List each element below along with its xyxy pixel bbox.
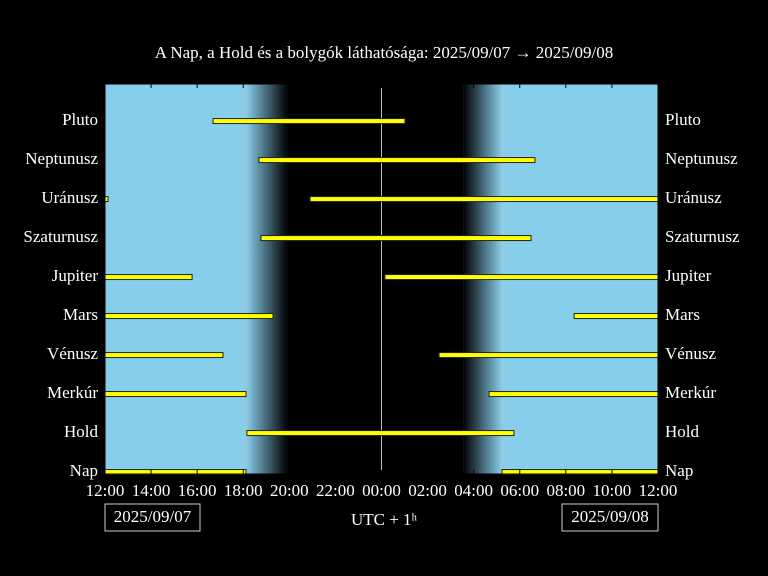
x-tick-label: 06:00 [500, 481, 539, 500]
visibility-bar [212, 118, 406, 125]
visibility-bar [104, 313, 274, 320]
x-tick-label: 22:00 [316, 481, 355, 500]
x-tick-label: 00:00 [362, 481, 401, 500]
visibility-bar [104, 352, 224, 359]
visibility-bar [258, 157, 536, 164]
x-tick-label: 02:00 [408, 481, 447, 500]
y-label-left: Mars [63, 305, 98, 324]
y-label-left: Nap [70, 461, 98, 480]
start-date: 2025/09/07 [114, 507, 192, 526]
date-box [104, 503, 201, 532]
y-label-left: Uránusz [41, 188, 98, 207]
y-label-right: Nap [665, 461, 693, 480]
y-label-right: Jupiter [665, 266, 712, 285]
y-label-right: Szaturnusz [665, 227, 740, 246]
visibility-bar [384, 274, 659, 281]
y-label-left: Neptunusz [25, 149, 98, 168]
y-label-right: Pluto [665, 110, 701, 129]
visibility-bar [438, 352, 659, 359]
y-label-right: Merkúr [665, 383, 716, 402]
x-tick-label: 04:00 [454, 481, 493, 500]
y-label-left: Jupiter [52, 266, 99, 285]
y-label-right: Mars [665, 305, 700, 324]
y-label-left: Pluto [62, 110, 98, 129]
x-tick-label: 10:00 [593, 481, 632, 500]
y-label-right: Hold [665, 422, 700, 441]
x-tick-label: 14:00 [132, 481, 171, 500]
date-box [561, 503, 659, 532]
end-date: 2025/09/08 [571, 507, 648, 526]
visibility-bar [260, 235, 532, 242]
x-axis-label: UTC + 1ʰ [351, 510, 418, 529]
y-label-left: Merkúr [47, 383, 98, 402]
x-tick-label: 16:00 [178, 481, 217, 500]
x-tick-label: 12:00 [639, 481, 678, 500]
chart-title: A Nap, a Hold és a bolygók láthatósága: … [155, 43, 613, 62]
y-label-right: Neptunusz [665, 149, 738, 168]
visibility-bar [104, 391, 247, 398]
visibility-bar [488, 391, 659, 398]
y-label-right: Uránusz [665, 188, 722, 207]
visibility-bar [246, 430, 515, 437]
dusk [246, 84, 288, 474]
x-tick-label: 20:00 [270, 481, 309, 500]
x-tick-label: 12:00 [86, 481, 125, 500]
visibility-bar [573, 313, 659, 320]
y-label-left: Vénusz [47, 344, 98, 363]
y-label-right: Vénusz [665, 344, 716, 363]
y-label-left: Szaturnusz [23, 227, 98, 246]
x-tick-label: 08:00 [546, 481, 585, 500]
x-tick-label: 18:00 [224, 481, 263, 500]
y-label-left: Hold [64, 422, 99, 441]
visibility-bar [309, 196, 659, 203]
visibility-bar [104, 274, 193, 281]
